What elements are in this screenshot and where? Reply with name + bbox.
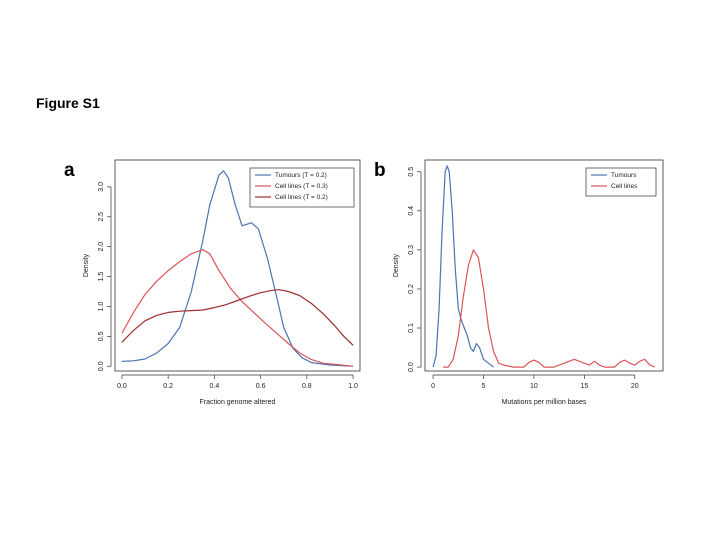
x-tick-label-b: 0 [431,383,435,390]
chart-a: 0.0 0.2 0.4 0.6 0.8 1.0 Fraction genome altere… [83,159,361,406]
y-tick-label-a: 0.5 [98,331,105,341]
x-tick-label-a: 0.8 [302,383,312,390]
y-axis-b: 0.0 0.1 0.2 0.3 0.4 0.5 [408,167,422,372]
y-axis-a: 0.0 0.5 1.0 1.5 2.0 2.5 3.0 [98,182,112,371]
y-tick-label-a: 2.5 [98,212,105,222]
legend-label-b-0: Tumours [611,172,637,179]
y-tick-label-b: 0.2 [408,284,415,294]
x-tick-label-a: 0.4 [210,383,220,390]
x-tick-label-a: 1.0 [348,383,358,390]
plot-frame-a [114,159,361,372]
legend-label-a-2: Cell lines (T = 0.2) [275,194,328,201]
y-tick-label-b: 0.1 [408,323,415,333]
x-tick-label-b: 5 [482,383,486,390]
series-line-b-1 [443,249,656,368]
x-tick-label-a: 0.0 [117,383,127,390]
y-tick-label-a: 0.0 [98,361,105,371]
series-line-a-1 [121,249,354,367]
x-tick-label-a: 0.6 [256,383,266,390]
y-tick-label-a: 2.0 [98,242,105,252]
panel-letter-a: a [64,160,75,181]
x-tick-label-a: 0.2 [163,383,173,390]
plot-frame-b [424,159,664,372]
y-tick-label-b: 0.5 [408,167,415,177]
legend-box-b [585,167,657,197]
x-axis-a: 0.0 0.2 0.4 0.6 0.8 1.0 [117,374,358,390]
x-tick-label-b: 15 [580,383,588,390]
y-tick-label-b: 0.4 [408,206,415,216]
x-axis-b: 0 5 10 15 20 [431,374,639,390]
panel-letter-b: b [374,160,386,181]
x-tick-label-b: 20 [631,383,639,390]
figure-title: Figure S1 [36,95,100,111]
series-line-a-2 [121,289,354,346]
series-line-a-0 [121,170,354,367]
legend-label-b-1: Cell lines [611,183,638,190]
x-tick-label-b: 10 [530,383,538,390]
legend-label-a-0: Tumours (T = 0.2) [275,172,327,179]
legend-b: Tumours Cell lines [585,167,657,197]
y-axis-label-a: Density [83,253,90,277]
legend-label-a-1: Cell lines (T = 0.3) [275,183,328,190]
y-tick-label-a: 1.5 [98,272,105,282]
y-axis-label-b: Density [393,253,400,277]
y-tick-label-b: 0.3 [408,245,415,255]
series-line-b-0 [432,165,494,368]
y-tick-label-a: 1.0 [98,301,105,311]
x-axis-label-a: Fraction genome altered [200,399,276,406]
x-axis-label-b: Mutations per million bases [502,399,587,406]
legend-a: Tumours (T = 0.2) Cell lines (T = 0.3) Cel… [249,167,355,208]
y-tick-label-a: 3.0 [98,182,105,192]
y-tick-label-b: 0.0 [408,362,415,372]
